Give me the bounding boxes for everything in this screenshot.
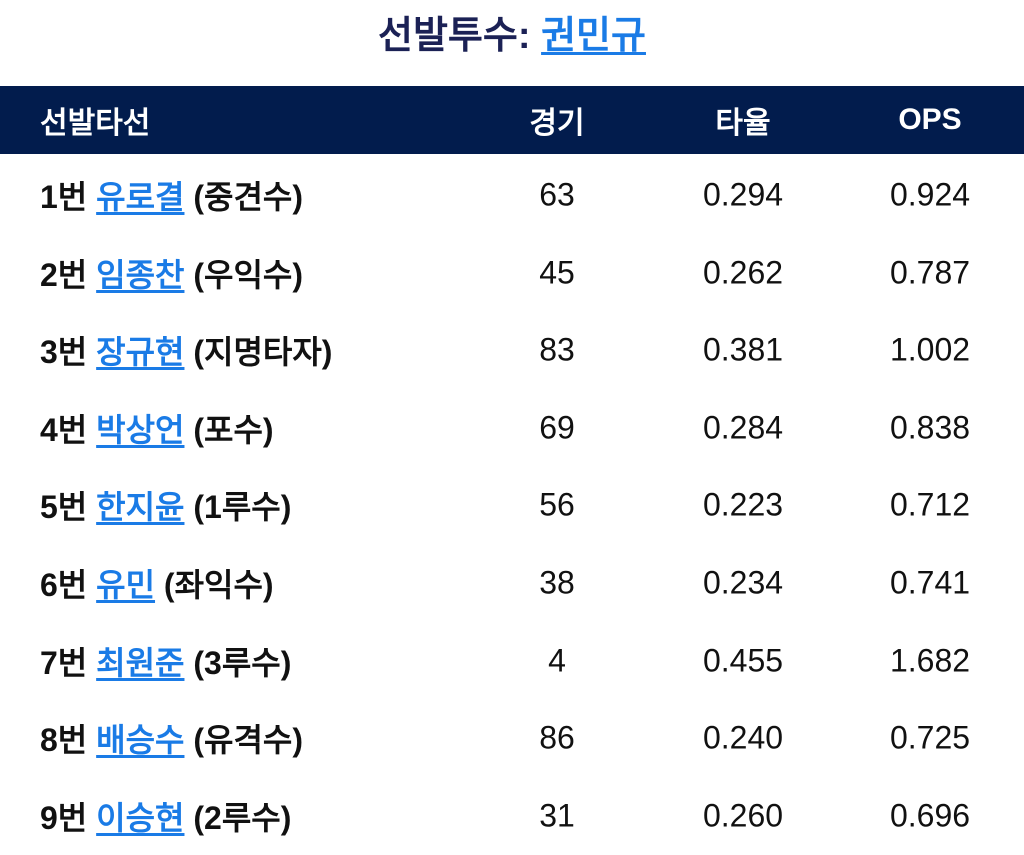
header-lineup: 선발타선: [40, 107, 151, 140]
avg-cell: 0.240: [702, 719, 784, 756]
batting-order: 7번: [40, 644, 88, 681]
starting-pitcher-label: 선발투수:: [378, 15, 531, 57]
games-cell: 56: [539, 486, 575, 523]
avg-cell: 0.260: [702, 797, 784, 834]
header-games: 경기: [529, 107, 585, 140]
player-position: (2루수): [193, 799, 292, 836]
batting-order: 3번: [40, 334, 88, 371]
player-position: (좌익수): [163, 567, 274, 603]
batter-cell: 3번 장규현 (지명타자): [40, 327, 332, 373]
avg-cell: 0.234: [702, 564, 784, 601]
ops-cell: 0.838: [889, 409, 971, 446]
table-row: 9번 이승현 (2루수) 31 0.260 0.696: [0, 777, 1024, 855]
table-row: 2번 임종찬 (우익수) 45 0.262 0.787: [0, 234, 1024, 312]
player-link[interactable]: 유로결: [96, 179, 185, 215]
ops-cell: 0.924: [889, 176, 971, 213]
games-cell: 69: [539, 409, 575, 446]
player-position: (포수): [193, 411, 274, 448]
player-position: (우익수): [193, 256, 303, 293]
games-cell: 45: [539, 254, 575, 291]
batter-cell: 8번 배승수 (유격수): [40, 715, 303, 761]
batter-cell: 9번 이승현 (2루수): [40, 793, 291, 839]
games-cell: 31: [539, 797, 575, 834]
avg-cell: 0.223: [702, 486, 784, 523]
games-cell: 83: [539, 331, 575, 368]
ops-cell: 1.002: [889, 331, 971, 368]
player-link[interactable]: 임종찬: [96, 256, 185, 293]
table-row: 7번 최원준 (3루수) 4 0.455 1.682: [0, 622, 1024, 700]
player-link[interactable]: 배승수: [96, 722, 185, 759]
games-cell: 4: [548, 642, 566, 679]
player-link[interactable]: 최원준: [96, 644, 185, 681]
batting-order: 4번: [40, 411, 88, 448]
batting-order: 5번: [40, 489, 88, 526]
avg-cell: 0.381: [702, 331, 784, 368]
batter-cell: 2번 임종찬 (우익수): [40, 250, 303, 296]
starting-pitcher-title: 선발투수: 권민규: [0, 8, 1024, 64]
table-row: 1번 유로결 (중견수) 63 0.294 0.924: [0, 156, 1024, 234]
ops-cell: 1.682: [889, 642, 971, 679]
avg-cell: 0.294: [702, 176, 784, 213]
player-link[interactable]: 한지윤: [96, 489, 185, 526]
player-position: (유격수): [193, 722, 303, 759]
avg-cell: 0.262: [702, 254, 784, 291]
player-link[interactable]: 이승현: [96, 799, 185, 836]
avg-cell: 0.284: [702, 409, 784, 446]
pitcher-link[interactable]: 권민규: [541, 15, 646, 57]
games-cell: 63: [539, 176, 575, 213]
ops-cell: 0.696: [889, 797, 971, 834]
table-row: 3번 장규현 (지명타자) 83 0.381 1.002: [0, 311, 1024, 389]
batting-order: 2번: [40, 256, 88, 293]
table-row: 6번 유민 (좌익수) 38 0.234 0.741: [0, 544, 1024, 622]
batter-cell: 4번 박상언 (포수): [40, 405, 274, 451]
batter-cell: 7번 최원준 (3루수): [40, 638, 291, 684]
player-position: (3루수): [193, 644, 292, 681]
batter-cell: 5번 한지윤 (1루수): [40, 482, 291, 528]
batting-order: 1번: [40, 179, 88, 215]
avg-cell: 0.455: [702, 642, 784, 679]
ops-cell: 0.725: [889, 719, 971, 756]
batting-order: 9번: [40, 799, 88, 836]
ops-cell: 0.787: [889, 254, 971, 291]
table-row: 8번 배승수 (유격수) 86 0.240 0.725: [0, 699, 1024, 777]
player-position: (지명타자): [193, 334, 333, 371]
batter-cell: 1번 유로결 (중견수): [40, 172, 303, 218]
table-header: 선발타선 경기 타율 OPS: [0, 86, 1024, 154]
player-link[interactable]: 장규현: [96, 334, 185, 371]
player-link[interactable]: 유민: [96, 567, 156, 603]
player-position: (중견수): [193, 179, 303, 215]
ops-cell: 0.712: [889, 486, 971, 523]
header-avg: 타율: [715, 107, 771, 140]
ops-cell: 0.741: [889, 564, 971, 601]
batter-cell: 6번 유민 (좌익수): [40, 560, 274, 606]
batting-order: 8번: [40, 722, 88, 759]
player-position: (1루수): [193, 489, 292, 526]
games-cell: 38: [539, 564, 575, 601]
table-row: 4번 박상언 (포수) 69 0.284 0.838: [0, 389, 1024, 467]
header-ops: OPS: [898, 103, 962, 136]
table-row: 5번 한지윤 (1루수) 56 0.223 0.712: [0, 466, 1024, 544]
games-cell: 86: [539, 719, 575, 756]
batting-order: 6번: [40, 567, 88, 603]
player-link[interactable]: 박상언: [96, 411, 185, 448]
